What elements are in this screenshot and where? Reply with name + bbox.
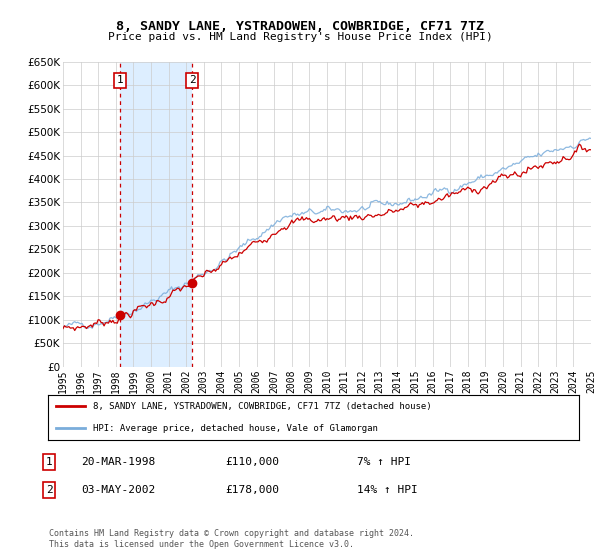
Text: 2: 2 [189, 76, 196, 85]
Text: 8, SANDY LANE, YSTRADOWEN, COWBRIDGE, CF71 7TZ: 8, SANDY LANE, YSTRADOWEN, COWBRIDGE, CF… [116, 20, 484, 32]
Text: £110,000: £110,000 [225, 457, 279, 467]
Text: Contains HM Land Registry data © Crown copyright and database right 2024.
This d: Contains HM Land Registry data © Crown c… [49, 529, 414, 549]
Text: 2: 2 [46, 485, 53, 495]
Text: 20-MAR-1998: 20-MAR-1998 [81, 457, 155, 467]
Text: £178,000: £178,000 [225, 485, 279, 495]
Text: 7% ↑ HPI: 7% ↑ HPI [357, 457, 411, 467]
Text: 1: 1 [116, 76, 123, 85]
Text: 03-MAY-2002: 03-MAY-2002 [81, 485, 155, 495]
Text: 14% ↑ HPI: 14% ↑ HPI [357, 485, 418, 495]
Bar [119, 62, 192, 367]
Text: HPI: Average price, detached house, Vale of Glamorgan: HPI: Average price, detached house, Vale… [93, 424, 378, 433]
Text: 1: 1 [46, 457, 53, 467]
Text: 8, SANDY LANE, YSTRADOWEN, COWBRIDGE, CF71 7TZ (detached house): 8, SANDY LANE, YSTRADOWEN, COWBRIDGE, CF… [93, 402, 432, 410]
Text: Price paid vs. HM Land Registry's House Price Index (HPI): Price paid vs. HM Land Registry's House … [107, 32, 493, 43]
